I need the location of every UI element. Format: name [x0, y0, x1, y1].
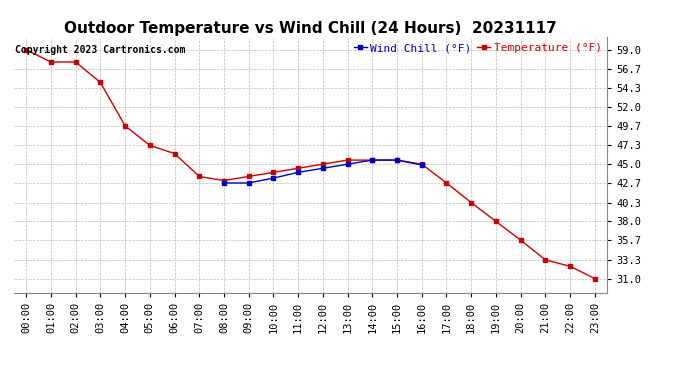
Legend: Wind Chill (°F), Temperature (°F): Wind Chill (°F), Temperature (°F)	[353, 43, 602, 53]
Title: Outdoor Temperature vs Wind Chill (24 Hours)  20231117: Outdoor Temperature vs Wind Chill (24 Ho…	[64, 21, 557, 36]
Text: Copyright 2023 Cartronics.com: Copyright 2023 Cartronics.com	[15, 45, 186, 55]
